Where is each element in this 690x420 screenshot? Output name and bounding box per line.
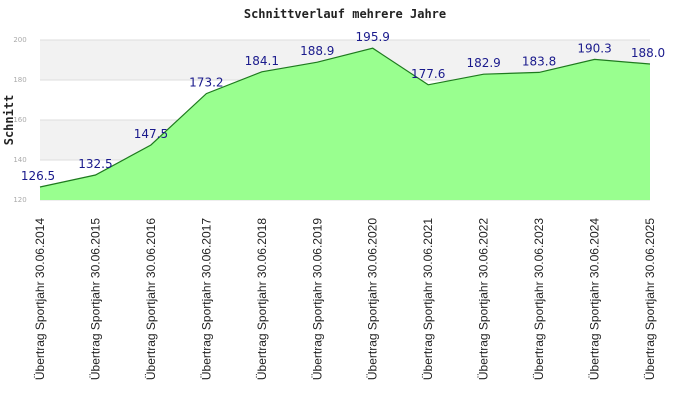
data-label: 190.3 bbox=[577, 41, 611, 55]
data-label: 177.6 bbox=[411, 67, 445, 81]
data-label: 126.5 bbox=[21, 169, 55, 183]
data-label: 184.1 bbox=[245, 54, 279, 68]
x-tick-label: Übertrag Sportjahr 30.06.2018 bbox=[255, 218, 269, 380]
x-tick-label: Übertrag Sportjahr 30.06.2023 bbox=[532, 218, 546, 380]
y-tick-label: 180 bbox=[13, 76, 26, 84]
y-axis-label: Schnitt bbox=[2, 95, 16, 146]
y-tick-label: 140 bbox=[13, 156, 26, 164]
data-label: 182.9 bbox=[466, 56, 500, 70]
data-label: 147.5 bbox=[134, 127, 168, 141]
data-label: 132.5 bbox=[78, 157, 112, 171]
x-tick-label: Übertrag Sportjahr 30.06.2022 bbox=[477, 218, 491, 380]
x-tick-label: Übertrag Sportjahr 30.06.2015 bbox=[88, 218, 102, 380]
data-label: 173.2 bbox=[189, 76, 223, 90]
x-tick-label: Übertrag Sportjahr 30.06.2020 bbox=[366, 218, 380, 380]
series-line bbox=[39, 47, 651, 188]
data-label: 183.8 bbox=[522, 54, 556, 68]
y-tick-label: 120 bbox=[13, 196, 26, 204]
x-tick-label: Übertrag Sportjahr 30.06.2016 bbox=[144, 218, 158, 380]
y-tick-label: 160 bbox=[13, 116, 26, 124]
x-tick-label: Übertrag Sportjahr 30.06.2024 bbox=[588, 218, 602, 380]
y-ticks: 120 140 160 180 200 bbox=[13, 36, 26, 204]
x-tick-label: Übertrag Sportjahr 30.06.2019 bbox=[310, 218, 324, 380]
x-tick-label: Übertrag Sportjahr 30.06.2025 bbox=[643, 218, 657, 380]
x-tick-label: Übertrag Sportjahr 30.06.2017 bbox=[199, 218, 213, 380]
chart-title: Schnittverlauf mehrere Jahre bbox=[244, 7, 446, 21]
data-label: 188.0 bbox=[631, 46, 665, 60]
area-fill bbox=[40, 48, 650, 201]
data-label: 188.9 bbox=[300, 44, 334, 58]
data-labels: 126.5 132.5 147.5 173.2 184.1 188.9 195.9 177.6… bbox=[21, 30, 665, 183]
x-ticks: Übertrag Sportjahr 30.06.2014 Übertrag Sp… bbox=[33, 218, 657, 380]
y-tick-label: 200 bbox=[13, 36, 26, 44]
x-tick-label: Übertrag Sportjahr 30.06.2021 bbox=[421, 218, 435, 380]
data-label: 195.9 bbox=[356, 30, 390, 44]
x-tick-label: Übertrag Sportjahr 30.06.2014 bbox=[33, 218, 47, 380]
series-area bbox=[39, 47, 651, 201]
